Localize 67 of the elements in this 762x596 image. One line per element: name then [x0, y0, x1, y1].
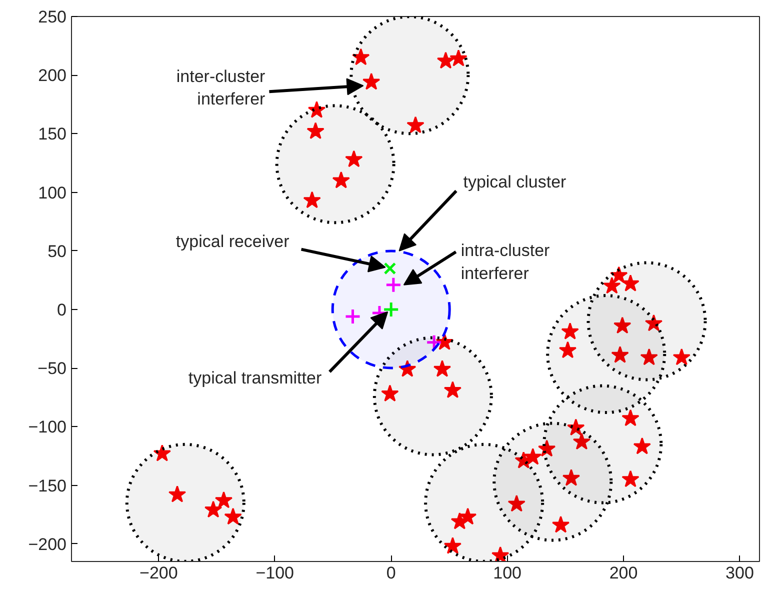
point [450, 49, 468, 66]
x-tick-label: −200 [140, 564, 178, 582]
annotation: typical receiver [176, 232, 290, 251]
x-tick-label: 100 [493, 564, 522, 582]
point [433, 360, 452, 377]
point [444, 381, 462, 398]
y-tick-label: 250 [38, 8, 67, 26]
point [303, 191, 321, 208]
point [561, 322, 579, 340]
point [406, 116, 424, 134]
annotation: typical transmitter [188, 368, 322, 388]
y-tick-label: 50 [48, 242, 67, 261]
x-tick-label: −100 [256, 564, 294, 582]
point [352, 48, 370, 66]
annotation: typical cluster [463, 172, 567, 192]
y-tick-label: −200 [28, 534, 67, 554]
point [332, 171, 350, 188]
point [398, 360, 416, 377]
annotation: intra-cluster interferer [460, 241, 550, 283]
point [444, 537, 462, 554]
point [362, 72, 380, 90]
point [622, 470, 640, 488]
point [204, 500, 222, 518]
point [382, 301, 400, 318]
point [603, 276, 621, 294]
x-tick-label: 0 [386, 564, 396, 582]
point [344, 308, 361, 325]
point [492, 546, 510, 562]
point [538, 440, 556, 457]
point [622, 274, 640, 292]
point [385, 276, 402, 294]
point [567, 418, 585, 436]
point [610, 266, 628, 284]
y-tick-label: −150 [28, 476, 67, 496]
y-tick-label: −100 [28, 418, 67, 437]
point [508, 494, 526, 512]
y-tick-label: 100 [38, 183, 67, 202]
point [552, 516, 570, 533]
point [153, 444, 171, 462]
point [572, 432, 591, 450]
point [308, 101, 326, 118]
y-tick-label: 200 [38, 66, 67, 86]
point [633, 437, 651, 454]
point [614, 316, 632, 334]
point [672, 348, 690, 366]
point [644, 314, 663, 332]
point [640, 348, 658, 366]
point [558, 341, 577, 358]
annotation: inter-cluster interferer [176, 66, 266, 109]
point [224, 508, 242, 525]
point [436, 333, 454, 350]
point [345, 150, 363, 168]
y-tick-label: −50 [38, 359, 67, 378]
point [426, 334, 442, 351]
point [168, 485, 186, 502]
point [306, 122, 324, 139]
point [436, 52, 455, 69]
y-tick-label: 150 [38, 124, 67, 144]
x-tick-label: 300 [726, 564, 754, 582]
point [611, 346, 629, 363]
point [384, 262, 396, 275]
point [562, 469, 580, 486]
point [622, 409, 640, 426]
x-tick-label: 200 [609, 564, 638, 582]
point [214, 491, 233, 508]
y-tick-label: 0 [57, 300, 67, 320]
point [381, 384, 399, 402]
